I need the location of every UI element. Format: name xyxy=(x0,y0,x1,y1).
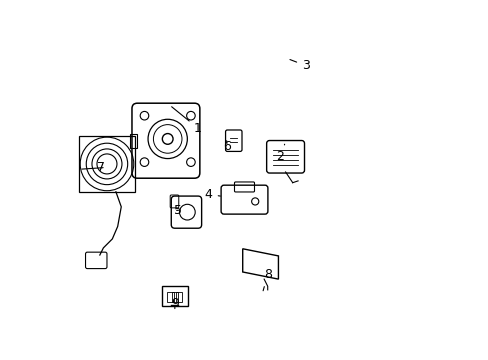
Text: 2: 2 xyxy=(276,144,284,163)
Text: 9: 9 xyxy=(170,297,179,310)
Text: 4: 4 xyxy=(204,188,220,201)
Text: 8: 8 xyxy=(263,268,271,291)
Text: 7: 7 xyxy=(97,161,105,174)
Text: 5: 5 xyxy=(174,204,182,217)
Text: 1: 1 xyxy=(171,107,202,135)
Text: 6: 6 xyxy=(223,140,231,153)
Text: 3: 3 xyxy=(289,59,309,72)
